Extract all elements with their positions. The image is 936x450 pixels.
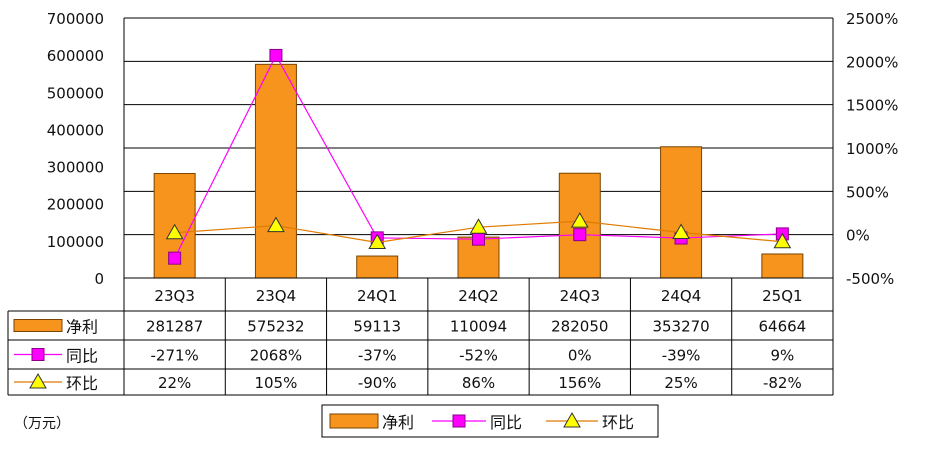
- table-cell: 105%: [254, 374, 297, 392]
- qoq-marker: [165, 223, 184, 240]
- left-tick-label: 0: [94, 270, 104, 288]
- yoy-marker: [472, 232, 485, 246]
- table-cell: 64664: [758, 318, 806, 336]
- table-key-triangle: [29, 372, 47, 389]
- table-cell: -52%: [459, 347, 498, 365]
- right-tick-label: 2500%: [846, 10, 898, 28]
- table-cell: 282050: [551, 318, 608, 336]
- table-cell: 110094: [450, 318, 507, 336]
- left-tick-label: 700000: [47, 10, 104, 28]
- category-label: 24Q4: [661, 287, 701, 305]
- left-tick-label: 500000: [47, 84, 104, 102]
- axes: 0 100000 200000 300000 400000 500000 600000 700…: [47, 10, 899, 288]
- legend-label: 环比: [602, 413, 634, 432]
- left-tick-label: 600000: [47, 47, 104, 65]
- table-cell: 9%: [770, 347, 794, 365]
- legend-key-triangle: [563, 411, 581, 428]
- legend: 净利 同比 环比: [321, 404, 659, 438]
- bar: [254, 63, 297, 279]
- left-tick-label: 400000: [47, 121, 104, 139]
- category-label: 24Q2: [458, 287, 498, 305]
- bar: [660, 146, 703, 279]
- gridlines: [124, 17, 833, 236]
- table-cell: -37%: [358, 347, 397, 365]
- row-header: 净利: [66, 318, 98, 337]
- left-tick-label: 200000: [47, 196, 104, 214]
- line-series: [165, 48, 792, 265]
- table-cell: -271%: [150, 347, 198, 365]
- table-cell: 353270: [652, 318, 709, 336]
- table-cell: -39%: [662, 347, 701, 365]
- table-cell: 2068%: [250, 347, 302, 365]
- table-cell: 22%: [158, 374, 191, 392]
- table-key-square: [31, 348, 45, 361]
- table-key-bar: [13, 319, 63, 332]
- legend-label: 同比: [490, 413, 522, 432]
- yoy-marker: [168, 251, 182, 265]
- qoq-marker: [368, 233, 387, 249]
- legend-key-bar: [329, 413, 379, 429]
- table-cell: -90%: [358, 374, 397, 392]
- data-table: 23Q3 23Q4 24Q1 24Q2 24Q3 24Q4 25Q1 净利 281287 5752…: [7, 278, 834, 396]
- category-label: 24Q1: [357, 287, 397, 305]
- table-cell: 575232: [247, 318, 304, 336]
- category-label: 25Q1: [762, 287, 802, 305]
- category-label: 23Q3: [154, 287, 194, 305]
- qoq-marker: [672, 223, 690, 239]
- category-label: 24Q3: [560, 287, 600, 305]
- right-tick-label: -500%: [846, 270, 894, 288]
- table-cell: 25%: [664, 374, 697, 392]
- qoq-marker: [570, 212, 589, 228]
- yoy-marker: [269, 48, 283, 62]
- right-tick-label: 0%: [846, 227, 870, 245]
- table-cell: -82%: [763, 374, 802, 392]
- left-tick-label: 100000: [47, 233, 104, 251]
- right-tick-label: 500%: [846, 183, 889, 201]
- legend-key-square: [452, 414, 466, 428]
- table-cell: 156%: [558, 374, 601, 392]
- table-cell: 59113: [353, 318, 401, 336]
- row-header: 环比: [66, 374, 98, 393]
- yoy-marker: [573, 228, 587, 242]
- left-tick-label: 300000: [47, 159, 104, 177]
- bar: [356, 255, 399, 279]
- bar: [761, 253, 804, 279]
- legend-label: 净利: [382, 413, 414, 432]
- category-label: 23Q4: [256, 287, 296, 305]
- right-tick-label: 1000%: [846, 140, 898, 158]
- qoq-marker: [267, 216, 285, 233]
- qoq-marker: [773, 232, 792, 249]
- table-cell: 281287: [146, 318, 203, 336]
- table-cell: 86%: [462, 374, 495, 392]
- bar-series: [153, 63, 804, 279]
- right-tick-label: 1500%: [846, 97, 898, 115]
- right-tick-label: 2000%: [846, 53, 898, 71]
- unit-label: （万元）: [14, 416, 70, 432]
- table-cell: 0%: [568, 347, 592, 365]
- row-header: 同比: [66, 347, 98, 366]
- qoq-marker: [469, 218, 488, 234]
